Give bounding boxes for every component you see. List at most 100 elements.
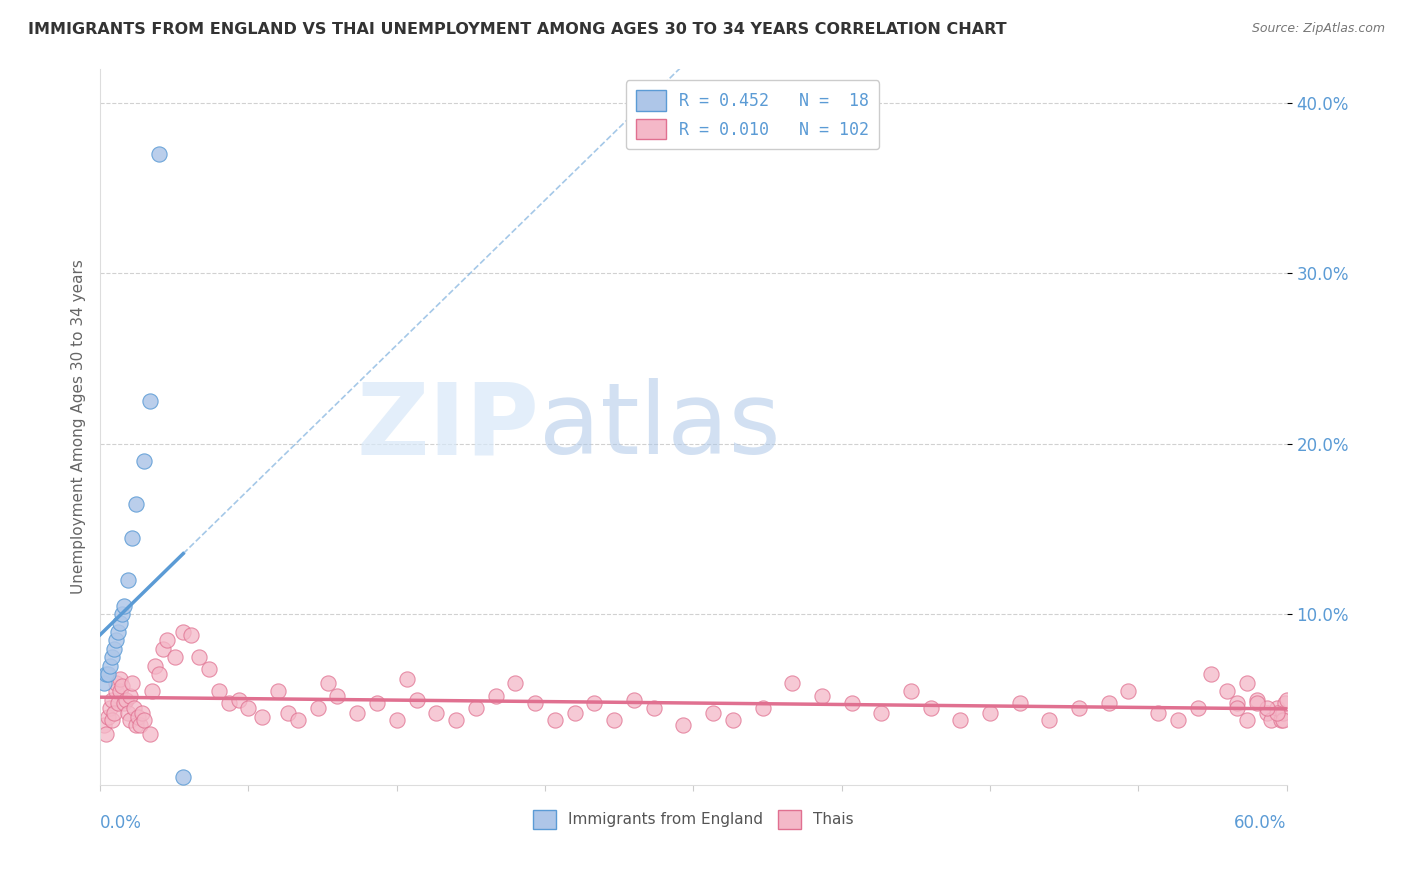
Point: [156, 633, 179, 648]
Point: [117, 706, 139, 721]
Point: [238, 701, 260, 715]
Point: [1275, 693, 1298, 707]
Point: [1147, 706, 1170, 721]
Point: [672, 718, 695, 732]
Point: [346, 706, 368, 721]
Point: [208, 684, 231, 698]
Point: [385, 713, 408, 727]
Legend: Immigrants from England, Thais: Immigrants from England, Thais: [527, 804, 860, 835]
Point: [1097, 696, 1119, 710]
Point: [366, 696, 388, 710]
Point: [121, 675, 143, 690]
Point: [444, 713, 467, 727]
Point: [287, 713, 309, 727]
Point: [583, 696, 606, 710]
Y-axis label: Unemployment Among Ages 30 to 34 years: Unemployment Among Ages 30 to 34 years: [72, 260, 86, 594]
Point: [811, 690, 834, 704]
Point: [131, 706, 153, 721]
Point: [94, 727, 117, 741]
Point: [198, 662, 221, 676]
Point: [1008, 696, 1031, 710]
Point: [94, 667, 117, 681]
Point: [277, 706, 299, 721]
Point: [93, 675, 115, 690]
Point: [114, 693, 136, 707]
Text: 60.0%: 60.0%: [1234, 814, 1286, 831]
Point: [111, 679, 134, 693]
Text: ZIP: ZIP: [356, 378, 538, 475]
Point: [267, 684, 290, 698]
Point: [1274, 696, 1296, 710]
Point: [1226, 696, 1249, 710]
Point: [118, 690, 141, 704]
Point: [464, 701, 486, 715]
Point: [425, 706, 447, 721]
Point: [780, 675, 803, 690]
Point: [405, 693, 427, 707]
Point: [188, 650, 211, 665]
Point: [125, 497, 148, 511]
Point: [122, 701, 145, 715]
Point: [132, 713, 155, 727]
Point: [721, 713, 744, 727]
Point: [97, 667, 120, 681]
Point: [1236, 713, 1258, 727]
Point: [118, 713, 141, 727]
Point: [1271, 706, 1294, 721]
Text: atlas: atlas: [538, 378, 780, 475]
Point: [138, 727, 160, 741]
Point: [1260, 713, 1282, 727]
Point: [104, 633, 127, 648]
Point: [1216, 684, 1239, 698]
Point: [108, 615, 131, 630]
Point: [1265, 701, 1288, 715]
Point: [132, 454, 155, 468]
Point: [1201, 667, 1223, 681]
Point: [1246, 696, 1268, 710]
Point: [1118, 684, 1140, 698]
Point: [152, 641, 174, 656]
Point: [93, 718, 115, 732]
Point: [103, 641, 125, 656]
Point: [148, 146, 170, 161]
Point: [165, 650, 187, 665]
Text: 0.0%: 0.0%: [100, 814, 142, 831]
Point: [307, 701, 329, 715]
Point: [870, 706, 893, 721]
Point: [316, 675, 339, 690]
Point: [103, 706, 125, 721]
Point: [101, 650, 124, 665]
Point: [145, 658, 167, 673]
Point: [485, 690, 508, 704]
Point: [949, 713, 972, 727]
Point: [108, 684, 131, 698]
Point: [603, 713, 626, 727]
Point: [1067, 701, 1090, 715]
Point: [1167, 713, 1189, 727]
Point: [112, 599, 135, 613]
Point: [101, 713, 124, 727]
Point: [395, 673, 418, 687]
Point: [702, 706, 724, 721]
Point: [141, 684, 163, 698]
Point: [172, 624, 194, 639]
Point: [1271, 713, 1294, 727]
Point: [228, 693, 250, 707]
Point: [125, 718, 148, 732]
Point: [104, 675, 127, 690]
Point: [148, 667, 170, 681]
Point: [751, 701, 773, 715]
Point: [127, 710, 149, 724]
Point: [107, 624, 129, 639]
Point: [544, 713, 567, 727]
Point: [108, 673, 131, 687]
Text: Source: ZipAtlas.com: Source: ZipAtlas.com: [1251, 22, 1385, 36]
Point: [1038, 713, 1060, 727]
Point: [180, 628, 202, 642]
Point: [1236, 675, 1258, 690]
Point: [117, 574, 139, 588]
Point: [104, 684, 127, 698]
Point: [98, 658, 121, 673]
Point: [643, 701, 665, 715]
Point: [841, 696, 863, 710]
